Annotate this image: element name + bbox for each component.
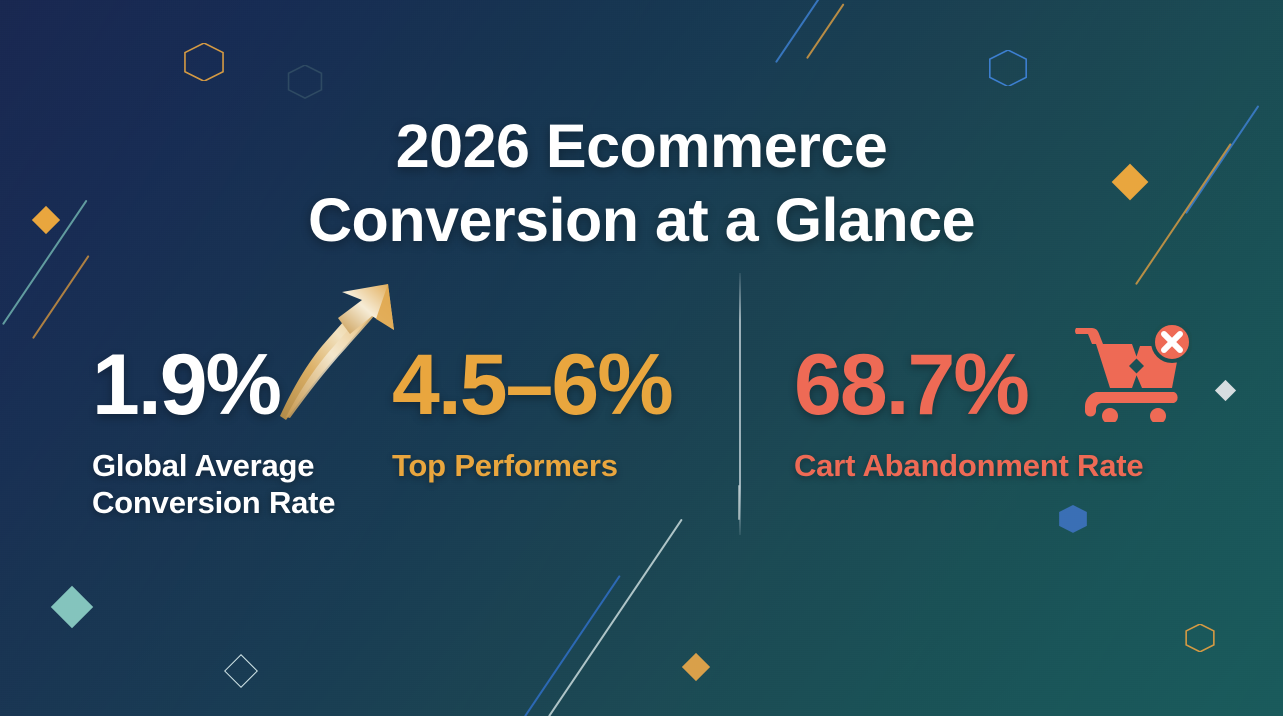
section-divider xyxy=(739,273,741,535)
hexagon-outline-gold-bottom-right xyxy=(1184,623,1216,657)
stat-global-average-value: 1.9% xyxy=(92,337,282,433)
line-blue-top-center xyxy=(775,0,826,64)
stat-top-performers-label-line-1: Top Performers xyxy=(392,448,618,483)
broken-cart-icon xyxy=(1074,321,1193,424)
stat-top-performers: 4.5–6% Top Performers xyxy=(392,337,674,484)
growth-arrow-icon xyxy=(276,278,396,428)
diamond-outline-white-bottom-left xyxy=(224,654,258,688)
stat-top-performers-label: Top Performers xyxy=(392,447,672,484)
stat-top-performers-value: 4.5–6% xyxy=(392,337,674,433)
line-gold-top-center xyxy=(806,3,845,60)
hexagon-outline-gold-top-left xyxy=(182,41,226,86)
stat-global-average-label-line-1: Global Average xyxy=(92,448,315,483)
stat-cart-abandonment: 68.7% Cart Abandonment Rate xyxy=(794,337,1144,484)
page-title-line-1: 2026 Ecommerce xyxy=(395,111,888,180)
line-blue-bottom-center xyxy=(524,575,621,716)
diamond-teal-bottom-left xyxy=(50,585,94,629)
statistics-row: 1.9% Global Average Conversion Rate 4.5–… xyxy=(0,320,1283,550)
hexagon-outline-blue-top-right xyxy=(987,48,1029,92)
stat-global-average: 1.9% Global Average Conversion Rate xyxy=(92,337,336,521)
page-title: 2026 Ecommerce Conversion at a Glance xyxy=(0,109,1283,257)
stat-cart-abandonment-label: Cart Abandonment Rate xyxy=(794,447,1144,484)
diamond-gold-bottom-center xyxy=(681,652,711,682)
stat-global-average-label: Global Average Conversion Rate xyxy=(92,447,336,521)
stat-cart-abandonment-value: 68.7% xyxy=(794,337,1030,433)
hexagon-outline-dark-top-left xyxy=(286,64,324,103)
stat-global-average-label-line-2: Conversion Rate xyxy=(92,485,336,520)
page-title-line-2: Conversion at a Glance xyxy=(308,185,976,254)
stat-cart-abandonment-label-line-1: Cart Abandonment Rate xyxy=(794,448,1144,483)
